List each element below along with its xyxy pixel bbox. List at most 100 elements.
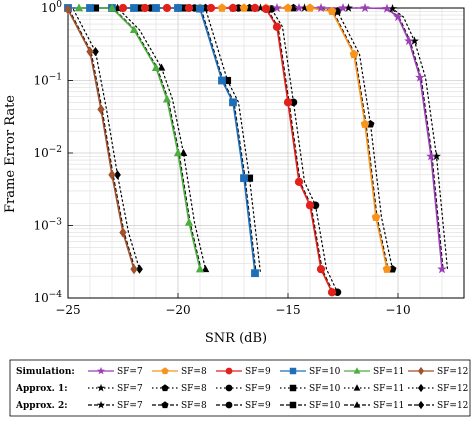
approx-point — [388, 264, 397, 273]
legend-entry-label: SF=11 — [373, 367, 404, 377]
approx-point — [201, 264, 210, 273]
approx-point — [179, 4, 188, 12]
data-point — [229, 98, 237, 107]
data-point — [360, 2, 370, 13]
legend-entry-label: SF=12 — [437, 367, 468, 377]
series-line — [68, 7, 256, 274]
legend-entry-label: SF=8 — [181, 367, 207, 377]
approximation-curves — [68, 7, 449, 293]
legend-swatch-marker — [97, 366, 105, 375]
y-tick-label: 10−1 — [33, 73, 62, 88]
y-axis-label: Frame Error Rate — [3, 95, 18, 213]
data-point — [173, 148, 183, 157]
data-point — [118, 3, 128, 13]
approx-point — [136, 264, 143, 274]
data-point — [239, 3, 249, 12]
x-axis-label: SNR (dB) — [205, 331, 267, 346]
legend-swatch-marker — [353, 367, 361, 374]
data-point — [261, 4, 271, 14]
data-point — [218, 76, 226, 85]
approx2-line — [234, 7, 444, 270]
approx2-line — [124, 7, 334, 293]
y-tick-label: 10−4 — [33, 290, 62, 305]
data-point — [64, 4, 72, 15]
legend-swatch-marker — [161, 401, 169, 409]
legend-swatch-marker — [417, 366, 425, 376]
approx-point — [300, 3, 309, 12]
data-point — [195, 264, 205, 273]
legend-swatch-marker — [97, 383, 105, 392]
approx2-line — [69, 7, 257, 274]
data-point — [107, 3, 117, 12]
data-point — [97, 104, 105, 115]
data-point — [240, 174, 248, 183]
data-point — [184, 3, 194, 13]
legend-swatch-marker — [417, 400, 425, 410]
approx-point — [388, 4, 397, 13]
legend-entry-label: SF=7 — [117, 401, 143, 411]
axes: −25 −20 −15 −10 10−4 10−3 10−2 10−1 100 — [33, 0, 465, 317]
data-point — [305, 3, 315, 12]
simulation-series — [67, 7, 443, 293]
data-point — [305, 201, 315, 210]
data-point — [130, 264, 138, 275]
data-point — [316, 265, 326, 274]
approx2-line — [68, 9, 136, 270]
approx1-line — [83, 7, 207, 270]
data-point — [316, 2, 326, 13]
legend-entry-label: SF=8 — [181, 401, 207, 411]
data-point — [140, 3, 150, 13]
data-point — [119, 227, 127, 238]
approx-point — [179, 148, 188, 156]
data-point — [228, 3, 238, 13]
data-point — [86, 46, 94, 57]
approx2-line — [179, 7, 389, 270]
data-point — [206, 3, 216, 13]
data-point — [151, 63, 161, 71]
approx-point — [366, 119, 375, 128]
data-point — [86, 4, 94, 12]
approx-point — [92, 47, 99, 57]
legend-entry-label: SF=10 — [309, 384, 341, 394]
legend-swatch-marker — [289, 401, 297, 409]
approx-point — [135, 4, 144, 12]
approx-point — [432, 151, 441, 161]
data-point — [152, 4, 160, 12]
data-point — [382, 3, 392, 13]
data-point — [250, 3, 260, 13]
series-line — [67, 9, 135, 270]
approx1-line — [237, 7, 449, 270]
approx2-line — [80, 7, 202, 270]
legend-entry-label: SF=7 — [117, 384, 143, 394]
legend-swatch-marker — [225, 367, 233, 375]
legend-entry-label: SF=10 — [309, 367, 341, 377]
legend-entry-label: SF=12 — [437, 384, 468, 394]
data-point — [327, 6, 337, 16]
legend-swatch-marker — [289, 384, 297, 392]
approx1-line — [72, 9, 141, 270]
data-point — [327, 288, 337, 297]
legend-swatch-marker — [161, 384, 169, 392]
data-point — [338, 2, 348, 13]
legend-swatch-marker — [353, 401, 361, 408]
data-point — [272, 2, 282, 13]
legend-entry-label: SF=9 — [245, 367, 271, 377]
legend-entry-label: SF=11 — [373, 384, 404, 394]
grid — [67, 8, 465, 299]
approx-point — [157, 63, 166, 71]
data-point — [130, 4, 138, 12]
x-tick-label: −10 — [385, 303, 410, 317]
data-point — [74, 3, 84, 12]
series-line — [233, 7, 443, 270]
legend-entry-label: SF=12 — [437, 401, 468, 411]
x-tick-label: −20 — [165, 303, 190, 317]
approx-point — [91, 4, 100, 12]
data-point — [162, 94, 172, 103]
y-tick-label: 10−2 — [33, 145, 62, 160]
legend-swatch-marker — [417, 383, 425, 393]
legend-row-label: Approx. 2: — [15, 401, 68, 411]
legend-row-label: Simulation: — [16, 367, 75, 377]
legend: Simulation: SF=7 SF=8 SF=9 SF=10 SF=11 SF=12 Ap… — [9, 359, 471, 417]
approx-point — [114, 170, 121, 180]
